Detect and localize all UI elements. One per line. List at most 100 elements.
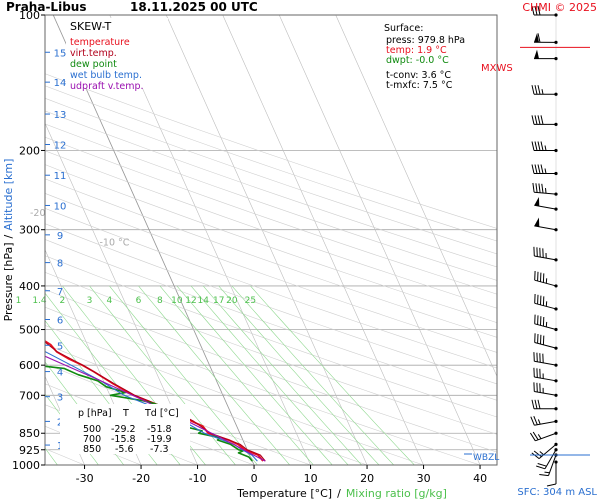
wind-barb-flag (534, 5, 538, 16)
temperature-tick-label: -20 (132, 472, 150, 485)
wind-barb-flag (538, 183, 541, 193)
wind-barb-staff (535, 432, 557, 442)
mixing-ratio-label: 1.4 (32, 296, 47, 306)
wind-barb-flag (546, 483, 557, 487)
isotherm-line (109, 15, 311, 465)
wind-barb (531, 85, 558, 96)
wind-barb-station (554, 13, 558, 17)
altitude-tick-label: 8 (57, 259, 63, 270)
dry-adiabat (45, 325, 424, 465)
wbzl-label: WBZL (473, 453, 499, 463)
wind-barb (533, 33, 558, 44)
wind-barb (534, 314, 558, 332)
wind-barb-flag (537, 115, 541, 125)
dry-adiabat (45, 239, 497, 401)
level-table-cell: -29.2 (111, 424, 136, 435)
level-table-cell: 500 (83, 424, 101, 435)
wind-barb-station (554, 122, 558, 126)
level-table-box (60, 404, 190, 454)
mixing-ratio-line (250, 285, 415, 465)
wind-barb-staff (548, 454, 557, 476)
wind-barb (534, 270, 558, 288)
x-axis-title-sep: / (337, 487, 341, 500)
wind-barb-station (554, 442, 558, 447)
y-axis-title: Pressure [hPa] / Altitude [km] (2, 159, 15, 322)
pressure-tick-label: 925 (19, 444, 40, 457)
mixing-ratio-label: 8 (157, 296, 163, 306)
wind-barb-staff (534, 279, 557, 287)
legend-wet-bulb: wet bulb temp. (70, 70, 142, 81)
wind-barb-halfflag (537, 434, 542, 439)
mxws-label: MXWS (481, 63, 513, 74)
surface-title: Surface: (384, 23, 423, 34)
wind-barb-station (554, 448, 558, 452)
wind-barb (533, 352, 558, 367)
wind-barb-pennant (534, 197, 540, 207)
altitude-tick-label: 15 (54, 48, 67, 59)
wind-barb-staff (534, 255, 557, 261)
level-table-cell: -15.8 (111, 434, 136, 445)
pressure-tick-label: 400 (19, 280, 40, 293)
wind-barb-flag (540, 164, 544, 174)
wind-barb-halfflag (539, 451, 545, 456)
wind-barb-station (554, 346, 558, 350)
dry-adiabat (45, 123, 497, 281)
wind-barb-staff (534, 391, 557, 396)
dry-adiabat (45, 150, 497, 309)
level-table-header-t: T (122, 408, 129, 419)
wind-barb-flag (531, 85, 535, 95)
altitude-tick-label: 5 (57, 341, 63, 352)
series-line-virt-temp- (45, 341, 266, 462)
altitude-tick-label: 13 (54, 110, 67, 121)
legend-virt-temp: virt.temp. (70, 48, 117, 59)
dry-adiabat (45, 136, 497, 295)
wind-barb-staff (534, 360, 557, 366)
wind-barb (546, 460, 558, 487)
wind-barb-station (554, 460, 558, 464)
wind-barb-flag (531, 164, 535, 174)
wind-barb-flag (535, 183, 538, 193)
dry-adiabat (45, 110, 497, 268)
altitude-tick-label: 12 (54, 141, 67, 152)
isotherm-lines (45, 15, 497, 465)
pressure-tick-label: 500 (19, 324, 40, 337)
level-table-cell: -7.3 (150, 444, 169, 455)
mixing-ratio-label: 6 (136, 296, 142, 306)
wind-barb (530, 416, 558, 426)
isotherm-line (45, 122, 198, 465)
altitude-tick-label: 14 (54, 78, 67, 89)
altitude-tick-label: 11 (54, 171, 67, 182)
wind-barb-station (554, 192, 558, 196)
pressure-tick-label: 200 (19, 145, 40, 158)
dry-adiabat (45, 255, 497, 418)
wind-barb (531, 5, 558, 17)
wind-barb-station (554, 431, 558, 435)
mixing-ratio-label: 3 (87, 296, 93, 306)
altitude-tick-label: 3 (57, 393, 63, 404)
isotherm-line (45, 249, 142, 465)
altitude-axis: 123456789101112131415 (45, 48, 66, 452)
level-table: p [hPa] T Td [°C] 500 -29.2 -51.8 700 -1… (60, 404, 190, 455)
wind-barb-flag (537, 399, 541, 409)
dry-adiabat (45, 193, 497, 353)
sfc-label: SFC: 304 m ASL (517, 487, 597, 498)
dry-adiabat (45, 85, 497, 242)
wind-barb-station (554, 40, 558, 44)
temperature-axis: -30 -20 -10 0 10 20 30 40 (76, 465, 487, 485)
wind-barb-staff (544, 449, 557, 470)
pressure-tick-label: 300 (19, 224, 40, 237)
wind-barb-station (554, 57, 558, 61)
wind-barb-flag (540, 115, 544, 125)
surface-temp: temp: 1.9 °C (386, 45, 447, 56)
x-axis-title-mixing: Mixing ratio [g/kg] (346, 487, 447, 500)
wind-barb (534, 217, 558, 232)
wind-barb-station (554, 407, 558, 411)
wind-barb-flag (537, 141, 541, 151)
wind-barb (531, 141, 558, 153)
level-table-cell: 700 (83, 434, 101, 445)
wind-barb-halfflag (544, 471, 550, 474)
wind-barb-staff (534, 376, 557, 382)
level-table-header-td: Td [°C] (144, 408, 179, 419)
wind-barb-station (554, 284, 558, 288)
dry-adiabat (45, 207, 497, 369)
